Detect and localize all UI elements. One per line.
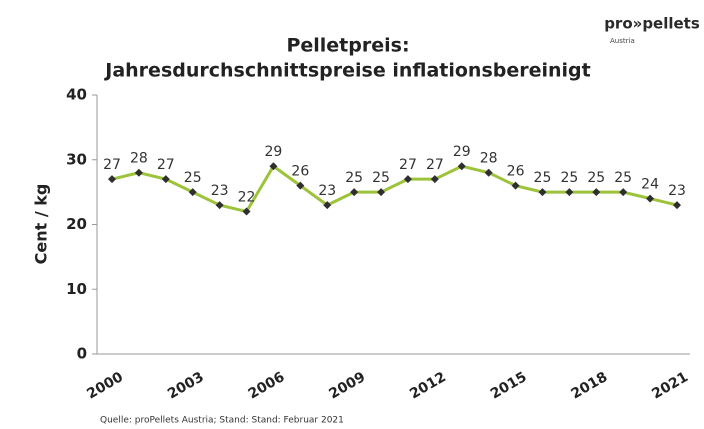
data-label: 27 xyxy=(399,157,417,173)
marker xyxy=(430,175,439,184)
data-label: 23 xyxy=(668,183,686,199)
marker xyxy=(565,188,574,197)
marker xyxy=(323,201,332,210)
y-tick-label: 30 xyxy=(66,150,87,168)
data-label: 27 xyxy=(426,157,444,173)
data-label: 24 xyxy=(641,177,659,193)
chart-title: Pelletpreis: xyxy=(286,35,409,57)
marker xyxy=(457,162,466,171)
line xyxy=(111,164,678,214)
marker xyxy=(403,175,412,184)
marker xyxy=(377,188,386,197)
y-tick-label: 10 xyxy=(66,280,87,298)
data-label: 29 xyxy=(453,144,471,160)
marker xyxy=(646,194,655,203)
marker xyxy=(484,168,493,177)
logo: pro»pellets xyxy=(604,15,700,33)
marker xyxy=(511,181,520,190)
source: Quelle: proPellets Austria; Stand: Stand… xyxy=(100,416,344,426)
data-label: 26 xyxy=(291,164,309,180)
marker xyxy=(350,188,359,197)
data-label: 27 xyxy=(157,157,175,173)
marker xyxy=(108,175,116,184)
marker xyxy=(673,201,681,210)
marker xyxy=(269,162,278,171)
data-label: 28 xyxy=(130,151,148,167)
marker xyxy=(134,168,143,177)
logo-sub: Austria xyxy=(610,37,635,45)
data-label: 25 xyxy=(345,170,363,186)
marker xyxy=(538,188,547,197)
marker xyxy=(215,201,224,210)
marker xyxy=(592,188,601,197)
marker xyxy=(619,188,628,197)
data-label: 29 xyxy=(265,144,283,160)
data-label: 23 xyxy=(211,183,229,199)
data-label: 27 xyxy=(103,157,121,173)
marker xyxy=(242,207,251,216)
y-tick-label: 20 xyxy=(66,215,87,233)
marker xyxy=(296,181,305,190)
data-label: 25 xyxy=(560,170,578,186)
data-label: 25 xyxy=(614,170,632,186)
data-label: 25 xyxy=(372,170,390,186)
data-label: 28 xyxy=(480,151,498,167)
data-label: 26 xyxy=(507,164,525,180)
marker xyxy=(188,188,197,197)
data-label: 25 xyxy=(184,170,202,186)
y-axis-label: Cent / kg xyxy=(32,184,51,265)
chart-subtitle: Jahresdurchschnittspreise inflationsbere… xyxy=(103,60,590,82)
data-label: 22 xyxy=(238,190,256,206)
data-label: 25 xyxy=(534,170,552,186)
data-label: 25 xyxy=(587,170,605,186)
y-tick-label: 40 xyxy=(66,86,87,104)
data-label: 23 xyxy=(318,183,336,199)
y-tick-label: 0 xyxy=(77,345,87,363)
marker xyxy=(161,175,170,184)
